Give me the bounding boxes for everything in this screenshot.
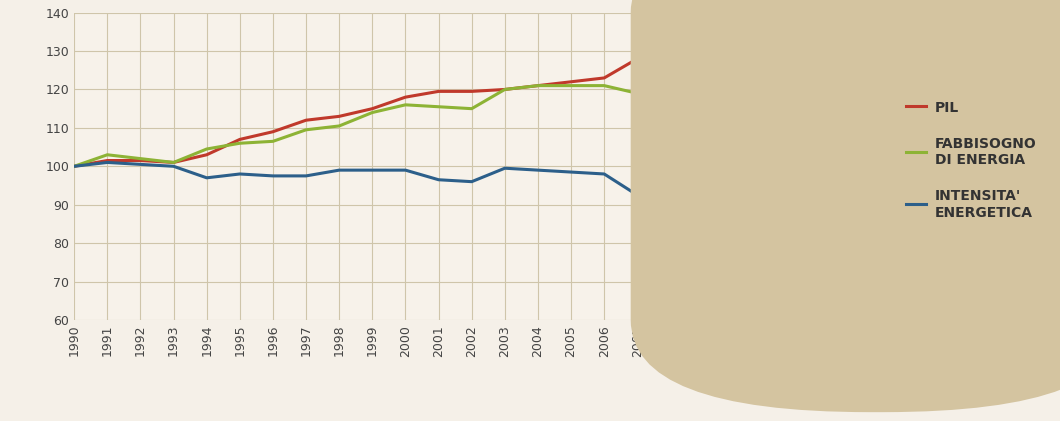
FancyBboxPatch shape	[631, 0, 1060, 412]
Legend: PIL, FABBISOGNO
DI ENERGIA, INTENSITA'
ENERGETICA: PIL, FABBISOGNO DI ENERGIA, INTENSITA' E…	[900, 95, 1042, 225]
